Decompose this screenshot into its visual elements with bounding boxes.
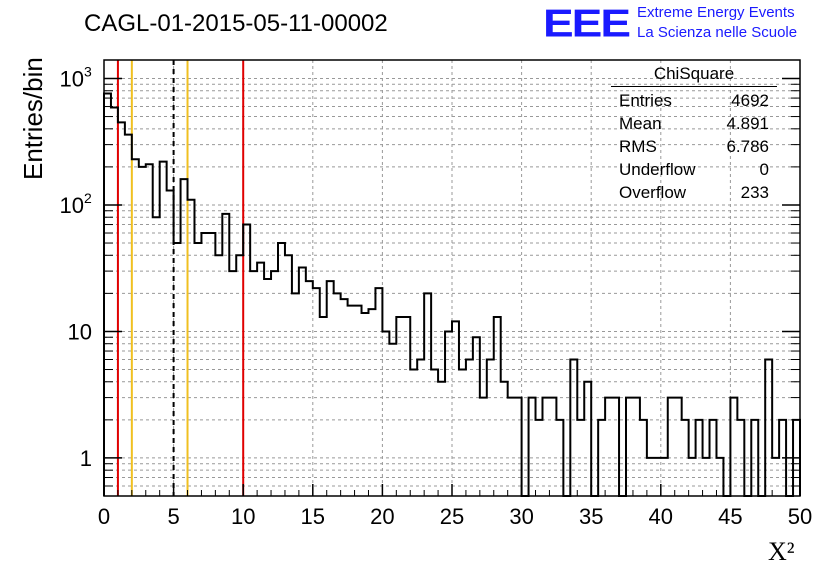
chart-title: CAGL-01-2015-05-11-00002: [84, 10, 388, 37]
x-axis-ticks: 0 5 10 15 20 25 30 35 40 45 50: [98, 484, 812, 529]
x-tick-label: 45: [718, 504, 742, 529]
stats-box: ChiSquare Entries 4692 Mean 4.891 RMS 6.…: [611, 64, 777, 204]
y-tick-exponent: 3: [84, 63, 92, 79]
x-tick-label: 10: [231, 504, 255, 529]
stats-label: Entries: [619, 91, 672, 110]
stats-row-entries: Entries 4692: [611, 89, 777, 112]
stats-value: 4.891: [726, 114, 769, 133]
stats-row-rms: RMS 6.786: [611, 135, 777, 158]
x-tick-label: 30: [509, 504, 533, 529]
stats-label: Underflow: [619, 160, 696, 179]
y-tick-label: 10: [60, 66, 84, 91]
eee-logo-mark: EEE: [543, 0, 631, 46]
marker-lines: [116, 60, 245, 496]
stats-row-overflow: Overflow 233: [611, 181, 777, 204]
stats-row-underflow: Underflow 0: [611, 158, 777, 181]
logo-line-1: Extreme Energy Events: [637, 4, 795, 21]
x-tick-label: 40: [649, 504, 673, 529]
histogram-series: [103, 92, 801, 497]
x-tick-label: 25: [440, 504, 464, 529]
y-tick-exponent: 2: [84, 190, 92, 206]
stats-value: 0: [759, 160, 769, 179]
x-tick-label: 15: [301, 504, 325, 529]
logo-line-2: La Scienza nelle Scuole: [637, 24, 798, 41]
x-tick-label: 50: [788, 504, 812, 529]
y-tick-label: 1: [80, 446, 92, 471]
stats-value: 6.786: [726, 137, 769, 156]
stats-title: ChiSquare: [611, 64, 777, 87]
stats-label: Overflow: [619, 183, 687, 202]
stats-label: RMS: [619, 137, 657, 156]
stats-label: Mean: [619, 114, 662, 133]
y-axis-label: Entries/bin: [18, 57, 48, 180]
stats-value: 233: [740, 183, 769, 202]
stats-value: 4692: [731, 91, 769, 110]
x-tick-label: 20: [370, 504, 394, 529]
x-tick-label: 5: [167, 504, 179, 529]
y-tick-label: 10: [60, 193, 84, 218]
y-tick-label: 10: [68, 319, 92, 344]
x-tick-label: 35: [579, 504, 603, 529]
x-axis-label: X²: [768, 537, 795, 566]
stats-row-mean: Mean 4.891: [611, 112, 777, 135]
x-tick-label: 0: [98, 504, 110, 529]
